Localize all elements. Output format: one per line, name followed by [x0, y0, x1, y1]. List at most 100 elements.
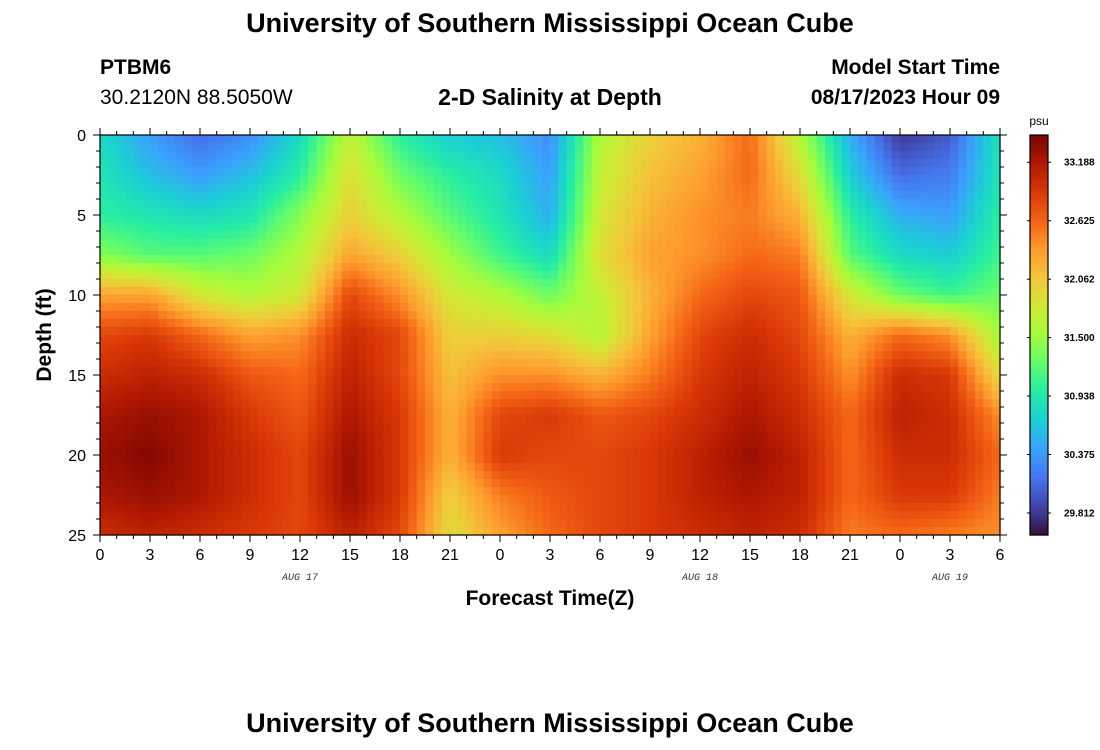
heatmap-cell: [716, 327, 726, 336]
heatmap-cell: [825, 367, 834, 376]
heatmap-cell: [350, 471, 359, 480]
heatmap-cell: [175, 223, 184, 232]
heatmap-cell: [675, 287, 684, 296]
heatmap-cell: [491, 415, 501, 424]
heatmap-cell: [525, 351, 534, 360]
heatmap-cell: [858, 407, 868, 416]
heatmap-cell: [250, 143, 259, 152]
heatmap-cell: [391, 351, 401, 360]
heatmap-cell: [916, 375, 926, 384]
heatmap-cell: [641, 495, 651, 504]
heatmap-cell: [983, 223, 993, 232]
heatmap-cell: [550, 327, 559, 336]
heatmap-cell: [675, 215, 684, 224]
heatmap-cell: [408, 399, 418, 408]
heatmap-cell: [791, 423, 801, 432]
heatmap-cell: [841, 471, 851, 480]
heatmap-cell: [783, 335, 793, 344]
heatmap-cell: [150, 495, 159, 504]
heatmap-cell: [241, 479, 251, 488]
heatmap-cell: [616, 367, 626, 376]
heatmap-cell: [258, 343, 268, 352]
heatmap-cell: [733, 431, 743, 440]
heatmap-cell: [933, 311, 943, 320]
heatmap-cell: [941, 319, 951, 328]
heatmap-cell: [900, 463, 909, 472]
heatmap-cell: [558, 455, 568, 464]
heatmap-cell: [600, 495, 609, 504]
heatmap-cell: [291, 223, 301, 232]
heatmap-cell: [691, 191, 701, 200]
heatmap-cell: [508, 463, 518, 472]
heatmap-cell: [500, 415, 509, 424]
heatmap-cell: [150, 151, 159, 160]
heatmap-cell: [275, 343, 284, 352]
heatmap-cell: [966, 279, 976, 288]
heatmap-cell: [675, 191, 684, 200]
heatmap-cell: [975, 319, 984, 328]
heatmap-cell: [483, 351, 493, 360]
heatmap-cell: [883, 183, 893, 192]
heatmap-cell: [858, 247, 868, 256]
heatmap-cell: [575, 279, 584, 288]
heatmap-cell: [483, 447, 493, 456]
heatmap-cell: [991, 367, 1001, 376]
heatmap-cell: [341, 471, 351, 480]
heatmap-cell: [483, 263, 493, 272]
heatmap-cell: [441, 447, 451, 456]
heatmap-cell: [175, 487, 184, 496]
heatmap-cell: [783, 447, 793, 456]
heatmap-cell: [500, 351, 509, 360]
heatmap-cell: [858, 487, 868, 496]
heatmap-cell: [866, 327, 876, 336]
heatmap-cell: [441, 159, 451, 168]
heatmap-cell: [941, 255, 951, 264]
heatmap-cell: [758, 447, 768, 456]
heatmap-cell: [883, 303, 893, 312]
heatmap-cell: [616, 471, 626, 480]
heatmap-cell: [441, 495, 451, 504]
heatmap-cell: [775, 303, 784, 312]
heatmap-cell: [508, 439, 518, 448]
heatmap-cell: [708, 319, 718, 328]
heatmap-cell: [691, 271, 701, 280]
heatmap-cell: [841, 319, 851, 328]
heatmap-cell: [533, 143, 543, 152]
heatmap-cell: [116, 447, 126, 456]
heatmap-cell: [741, 479, 751, 488]
heatmap-cell: [908, 135, 918, 144]
heatmap-cell: [266, 271, 276, 280]
heatmap-cell: [741, 351, 751, 360]
heatmap-cell: [191, 375, 201, 384]
heatmap-cell: [408, 175, 418, 184]
heatmap-cell: [783, 495, 793, 504]
heatmap-cell: [150, 199, 159, 208]
heatmap-cell: [725, 239, 734, 248]
heatmap-cell: [916, 455, 926, 464]
heatmap-cell: [600, 487, 609, 496]
heatmap-cell: [433, 287, 443, 296]
heatmap-cell: [700, 399, 709, 408]
heatmap-cell: [725, 279, 734, 288]
heatmap-cell: [883, 311, 893, 320]
heatmap-cell: [391, 167, 401, 176]
heatmap-cell: [341, 239, 351, 248]
heatmap-cell: [500, 343, 509, 352]
heatmap-cell: [975, 439, 984, 448]
heatmap-cell: [550, 479, 559, 488]
heatmap-cell: [408, 383, 418, 392]
heatmap-cell: [808, 255, 818, 264]
heatmap-cell: [491, 167, 501, 176]
heatmap-cell: [558, 439, 568, 448]
heatmap-cell: [991, 239, 1001, 248]
heatmap-cell: [191, 303, 201, 312]
heatmap-cell: [366, 471, 376, 480]
heatmap-cell: [350, 455, 359, 464]
heatmap-cell: [200, 335, 209, 344]
heatmap-cell: [991, 423, 1001, 432]
heatmap-cell: [516, 471, 526, 480]
heatmap-cell: [316, 439, 326, 448]
heatmap-cell: [925, 287, 934, 296]
heatmap-cell: [516, 375, 526, 384]
heatmap-cell: [316, 135, 326, 144]
